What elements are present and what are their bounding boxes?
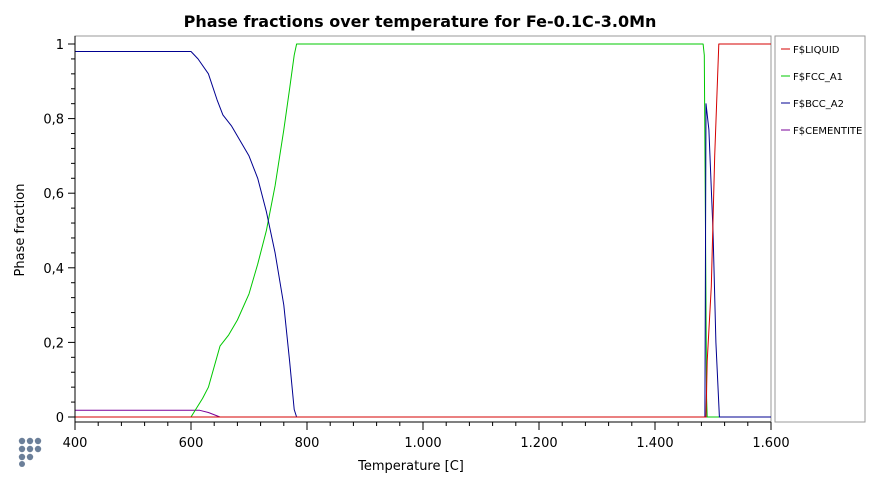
x-tick-label: 400 bbox=[63, 436, 88, 451]
legend-label: F$CEMENTITE bbox=[793, 126, 862, 137]
series-lines bbox=[75, 43, 771, 418]
software-logo-icon bbox=[18, 437, 42, 467]
x-tick-label: 1.000 bbox=[404, 436, 441, 451]
axis-ticks: 400 600 800 1.000 1.200 1.400 1.600 0 0,2 0,4 0,6 0… bbox=[43, 38, 789, 451]
y-tick-label: 0,2 bbox=[43, 336, 64, 351]
chart-title: Phase fractions over temperature for Fe-… bbox=[184, 12, 657, 31]
x-tick-label: 800 bbox=[295, 436, 320, 451]
series-line-0 bbox=[75, 43, 771, 418]
legend-box bbox=[774, 35, 866, 423]
legend-label: F$FCC_A1 bbox=[793, 72, 843, 83]
plot-area bbox=[74, 35, 772, 423]
y-tick-label: 0,4 bbox=[43, 262, 64, 277]
x-tick-label: 1.600 bbox=[752, 436, 789, 451]
x-axis-label: Temperature [C] bbox=[357, 459, 464, 474]
series-line-2 bbox=[75, 51, 771, 418]
x-tick-label: 1.200 bbox=[520, 436, 557, 451]
y-tick-label: 0,8 bbox=[43, 113, 64, 128]
series-line-1 bbox=[75, 43, 771, 418]
y-tick-label: 0,6 bbox=[43, 187, 64, 202]
y-tick-label: 1 bbox=[56, 38, 64, 53]
legend-label: F$LIQUID bbox=[793, 45, 840, 56]
y-tick-label: 0 bbox=[56, 411, 64, 426]
x-tick-label: 1.400 bbox=[636, 436, 673, 451]
x-tick-label: 600 bbox=[179, 436, 204, 451]
legend-label: F$BCC_A2 bbox=[793, 99, 844, 110]
legend: F$LIQUID F$FCC_A1 F$BCC_A2 F$CEMENTITE bbox=[781, 45, 862, 137]
y-axis-label: Phase fraction bbox=[13, 184, 28, 277]
